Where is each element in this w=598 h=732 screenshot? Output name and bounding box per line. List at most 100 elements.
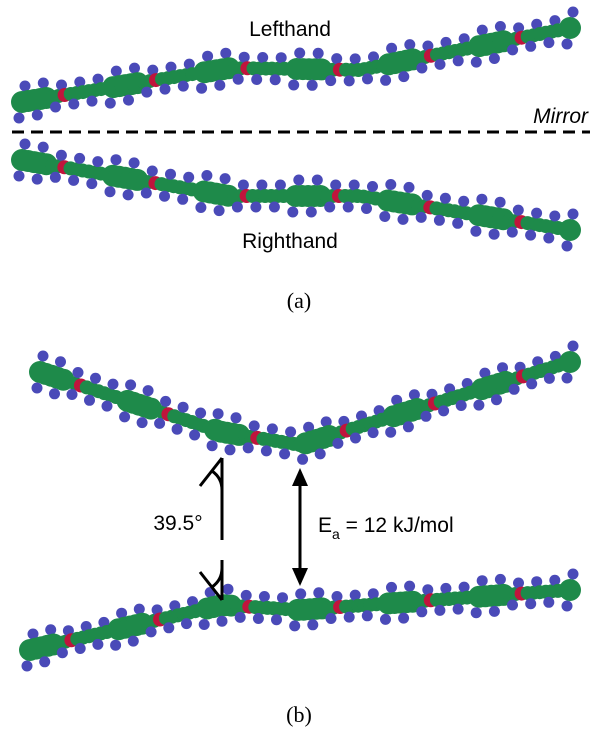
atom [507, 44, 518, 55]
energy-subscript: a [332, 526, 340, 542]
atom [330, 180, 341, 191]
atom [105, 186, 116, 197]
atom [568, 569, 579, 580]
atom [277, 592, 288, 603]
atom [102, 401, 113, 412]
atom [525, 598, 536, 609]
atom [32, 174, 43, 185]
atom [344, 612, 355, 623]
atom [289, 620, 300, 631]
atom [491, 394, 502, 405]
atom [453, 604, 464, 615]
atom [361, 203, 372, 214]
atom [326, 613, 337, 624]
atom [421, 411, 432, 422]
atom [87, 96, 98, 107]
atom [386, 582, 397, 593]
atom [239, 52, 250, 63]
atom [128, 636, 139, 647]
atom [123, 189, 134, 200]
atom [84, 395, 95, 406]
atom [110, 640, 121, 651]
atom [416, 606, 427, 617]
atom [177, 194, 188, 205]
atom [275, 180, 286, 191]
lefthand-label: Lefthand [249, 18, 331, 41]
atom [68, 175, 79, 186]
atom [86, 178, 97, 189]
atom [111, 154, 122, 165]
atom [32, 110, 43, 121]
atom [20, 81, 31, 92]
atom [350, 53, 361, 64]
atom [562, 39, 573, 50]
atom [251, 74, 262, 85]
atom [562, 601, 573, 612]
atom [312, 175, 323, 186]
atom [416, 63, 427, 74]
atom [313, 587, 324, 598]
atom [562, 241, 573, 252]
atom [249, 420, 260, 431]
atom [199, 619, 210, 630]
atom [220, 173, 231, 184]
atom [141, 87, 152, 98]
atom [362, 73, 373, 84]
caption-a: (a) [287, 288, 311, 313]
atom [233, 74, 244, 85]
atom [250, 202, 261, 213]
atom [434, 215, 445, 226]
atom [477, 575, 488, 586]
righthand-label: Righthand [242, 230, 338, 253]
atom [344, 75, 355, 86]
energy-arrow [292, 468, 308, 586]
atom [350, 433, 361, 444]
atom [324, 202, 335, 213]
atom [259, 591, 270, 602]
atom [55, 356, 66, 367]
atom [456, 400, 467, 411]
atom [368, 427, 379, 438]
atom [154, 418, 165, 429]
atom [276, 52, 287, 63]
atom [307, 619, 318, 630]
atom [559, 17, 581, 39]
atom [241, 590, 252, 601]
atom [489, 606, 500, 617]
atom [543, 37, 554, 48]
energy-label: Ea = 12 kJ/mol [318, 514, 454, 542]
atom [39, 656, 50, 667]
atom [22, 661, 33, 672]
atom [14, 171, 25, 182]
atom [288, 80, 299, 91]
atom [385, 179, 396, 190]
atom [217, 616, 228, 627]
atom [223, 584, 234, 595]
atom [297, 454, 308, 465]
atom [509, 384, 520, 395]
atom [380, 614, 391, 625]
atom [473, 400, 484, 411]
atom [57, 647, 68, 658]
atom [92, 639, 103, 650]
atom [163, 622, 174, 633]
atom [416, 212, 427, 223]
atom [111, 66, 122, 77]
atom [507, 600, 518, 611]
atom [231, 412, 242, 423]
atom [507, 227, 518, 238]
atom [525, 230, 536, 241]
atom [525, 41, 536, 52]
caption-b: (b) [286, 702, 312, 727]
atom [398, 214, 409, 225]
atom [440, 193, 451, 204]
atom [178, 402, 189, 413]
atom [49, 388, 60, 399]
atom [196, 83, 207, 94]
atom [398, 71, 409, 82]
angle-label: 39.5° [153, 512, 202, 535]
atom [562, 373, 573, 384]
atom [253, 613, 264, 624]
atom [531, 208, 542, 219]
atom [195, 202, 206, 213]
